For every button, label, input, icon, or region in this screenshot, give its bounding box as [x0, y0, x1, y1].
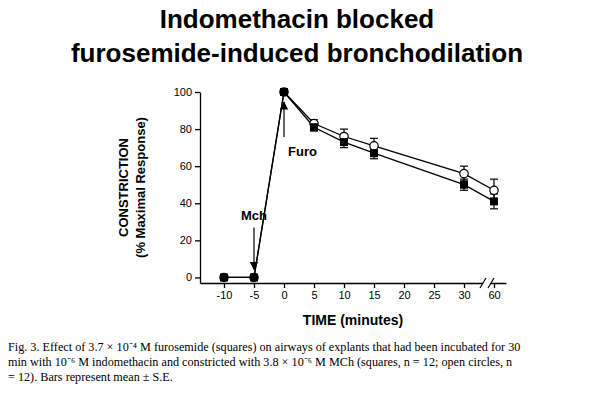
data-point: [490, 186, 498, 194]
tick-label: 80: [180, 123, 192, 135]
error-bar: [370, 148, 378, 159]
tick: 5: [311, 283, 317, 301]
error-bar-cap: [370, 158, 378, 159]
error-bar-cap: [460, 166, 468, 167]
tick-mark: [374, 283, 375, 288]
data-point: [280, 88, 288, 96]
tick-label: 0: [186, 271, 192, 283]
error-bar-cap: [490, 179, 498, 180]
tick-label: 60: [488, 289, 500, 301]
data-point: [370, 149, 378, 157]
annotation-text: Mch: [241, 208, 267, 223]
y-axis-title: (% Maximal Response): [133, 117, 148, 258]
tick-mark: [344, 283, 345, 288]
tick-mark: [195, 166, 200, 167]
data-point: [310, 123, 318, 131]
data-point: [220, 273, 228, 281]
y-axis: 0 20 40 60 80 100: [174, 86, 201, 283]
data-point: [280, 88, 288, 96]
tick-label: 60: [180, 160, 192, 172]
data-point: [220, 273, 228, 281]
tick-label: 30: [458, 289, 470, 301]
error-bar: [310, 124, 318, 131]
error-bar: [460, 179, 468, 190]
tick: 60: [180, 160, 200, 172]
tick-label: 20: [398, 289, 410, 301]
error-bar: [340, 137, 348, 148]
tick-mark: [195, 240, 200, 241]
tick: 10: [338, 283, 350, 301]
tick: 30: [458, 283, 470, 301]
tick-mark: [494, 283, 495, 288]
error-bar-cap: [370, 138, 378, 139]
annotation-arrow: [283, 102, 284, 137]
tick: 20: [180, 234, 200, 246]
tick: 20: [398, 283, 410, 301]
axis-line: [201, 283, 507, 284]
error-bar-cap: [340, 147, 348, 148]
annotation: Furo: [284, 102, 317, 159]
tick: 40: [180, 197, 200, 209]
tick: -5: [250, 283, 260, 301]
title: furosemide-induced bronchodilation: [71, 38, 523, 68]
error-bar: [460, 166, 468, 181]
tick-label: 10: [338, 289, 350, 301]
tick-label: -10: [217, 289, 233, 301]
annotation-arrow: [253, 227, 254, 269]
axis-break-mark: [488, 278, 494, 288]
tick-label: -5: [250, 289, 260, 301]
tick-label: 40: [180, 197, 192, 209]
tick-mark: [195, 277, 200, 278]
tick: 15: [368, 283, 380, 301]
title: Indomethacin blocked: [160, 4, 435, 34]
error-bar-cap: [460, 190, 468, 191]
tick-mark: [224, 283, 225, 288]
tick-mark: [195, 203, 200, 204]
tick-label: 20: [180, 234, 192, 246]
x-axis: -10 -5 0 5 10 15 20 25 30 60: [201, 283, 507, 301]
chart: Indomethacin blocked furosemide-induced b…: [0, 0, 613, 401]
plot-area: [220, 88, 498, 282]
error-bar-cap: [340, 128, 348, 129]
series-line: [224, 92, 494, 277]
axis-line: [200, 93, 201, 284]
caption: Fig. 3. Effect of 3.7 × 10⁻⁴ M furosemid…: [8, 340, 520, 354]
data-point: [370, 142, 378, 150]
data-point: [250, 273, 258, 281]
tick-mark: [404, 283, 405, 288]
tick-label: 100: [174, 86, 192, 98]
axis-break: [480, 278, 494, 288]
tick: -10: [217, 283, 233, 301]
tick-mark: [195, 92, 200, 93]
annotation-text: Furo: [288, 144, 317, 159]
x-axis-title: TIME (minutes): [303, 312, 403, 328]
series-line: [224, 92, 494, 277]
tick-mark: [254, 283, 255, 288]
data-point: [460, 181, 468, 189]
tick-mark: [314, 283, 315, 288]
tick: 25: [428, 283, 440, 301]
tick-mark: [464, 283, 465, 288]
tick-label: 25: [428, 289, 440, 301]
data-point: [490, 197, 498, 205]
tick: 0: [281, 283, 287, 301]
axis-break-mark: [480, 278, 486, 288]
error-bar-cap: [490, 208, 498, 209]
tick-mark: [195, 129, 200, 130]
tick: 100: [174, 86, 200, 98]
tick-label: 15: [368, 289, 380, 301]
tick-label: 5: [311, 289, 317, 301]
tick-mark: [434, 283, 435, 288]
caption: = 12). Bars represent mean ± S.E.: [8, 370, 173, 384]
tick-mark: [284, 283, 285, 288]
tick: 0: [186, 271, 200, 283]
data-point: [340, 138, 348, 146]
annotation: Mch: [241, 208, 267, 269]
data-point: [250, 273, 258, 281]
caption: min with 10⁻⁶ M indomethacin and constri…: [8, 355, 512, 369]
data-point: [460, 169, 468, 177]
y-axis-title: CONSTRICTION: [116, 138, 131, 237]
tick: 80: [180, 123, 200, 135]
tick-label: 0: [281, 289, 287, 301]
